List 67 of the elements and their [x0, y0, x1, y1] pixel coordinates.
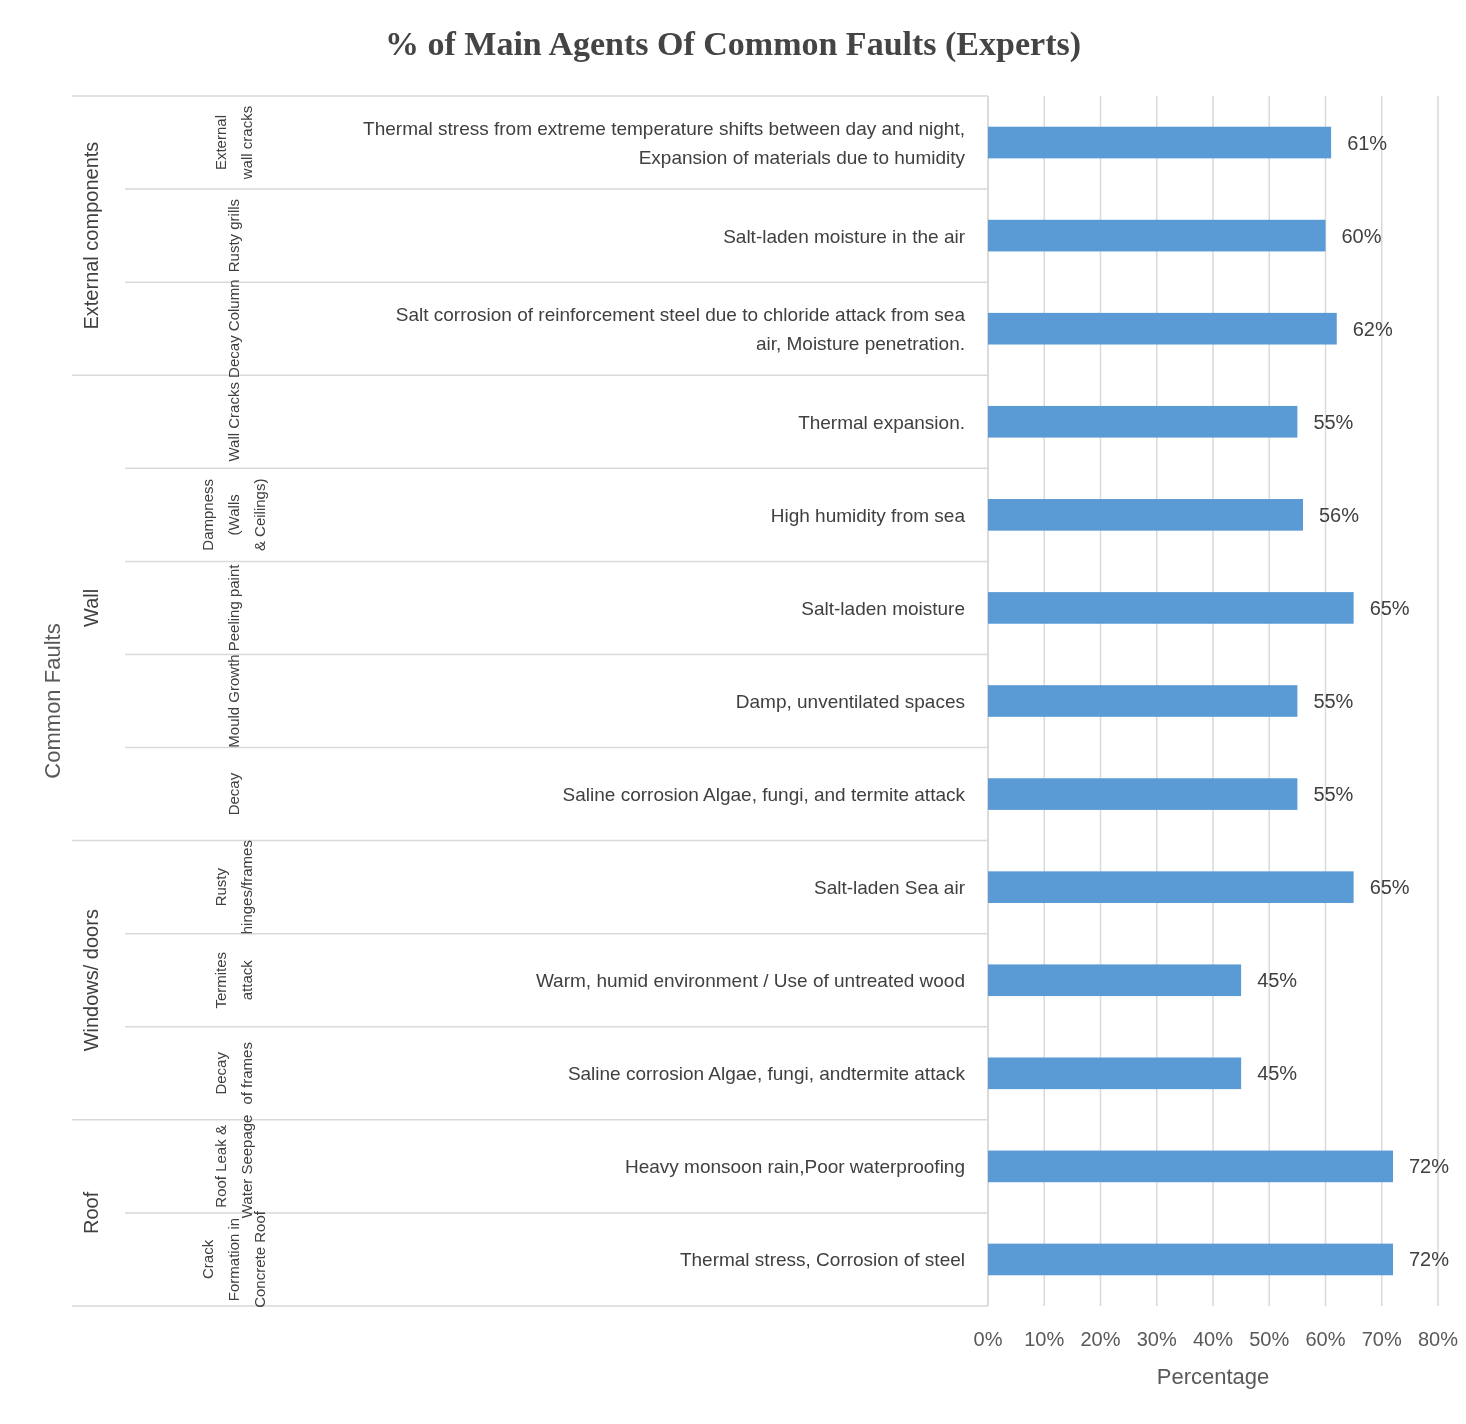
data-label: 56% — [1319, 503, 1360, 526]
data-label: 65% — [1369, 876, 1410, 899]
x-axis-title: Percentage — [1156, 1364, 1270, 1389]
text: Rusty hinges/frames — [212, 840, 255, 935]
text: Decay of frames — [212, 1042, 255, 1105]
y-tick-label: Salt-laden moisture — [801, 597, 965, 619]
y-tick-label: Saline corrosion Algae, fungi, and termite attack — [562, 784, 966, 806]
bar — [988, 499, 1303, 531]
text: Wall — [80, 588, 102, 627]
y-tick-label: Heavy monsoon rain,Poor waterproofing — [624, 1156, 965, 1178]
text: External components — [80, 141, 102, 330]
data-label: 60% — [1341, 224, 1382, 247]
bar — [988, 126, 1332, 159]
x-tick-label: 70% — [1361, 1328, 1402, 1350]
y-tick-label: High humidity from sea — [770, 504, 966, 526]
text: Mould Growth — [225, 654, 242, 748]
x-tick-label: 80% — [1417, 1328, 1459, 1350]
bar — [988, 312, 1337, 345]
y-tick-label: Salt-laden moisture in the air — [723, 225, 966, 247]
y-tick-label: Warm, humid environment / Use of untreated wood — [535, 970, 965, 992]
bar — [988, 219, 1326, 252]
y-tick-label: Salt corrosion of reinforcement steel due to chloride attack from sea air, Moisture penetration. — [395, 304, 966, 355]
data-label: 72% — [1409, 1248, 1450, 1271]
y-tick-label: Damp, unventilated spaces — [735, 691, 965, 712]
y-tick-label: Thermal stress from extreme temperature shifts between day and night, Expansion of materials due to humidity — [363, 118, 966, 169]
text: Peeling paint — [225, 563, 242, 652]
x-tick-label: 0% — [973, 1328, 1003, 1350]
y-tick-label: Thermal expansion. — [798, 411, 965, 433]
bar — [988, 592, 1354, 624]
text: Roof Leak & Water Seepage — [212, 1114, 255, 1219]
bar — [988, 1150, 1393, 1183]
text: Dampness (Walls & Ceilings) — [199, 478, 268, 552]
text: Roof — [80, 1191, 102, 1235]
bar — [988, 405, 1298, 438]
data-label: 55% — [1313, 690, 1354, 712]
text: Windows/ doors — [80, 909, 102, 1052]
bar — [988, 1243, 1393, 1276]
text: Decay Column — [225, 279, 242, 378]
y-tick-label: Thermal stress, Corrosion of steel — [679, 1249, 965, 1271]
x-tick-label: 10% — [1024, 1328, 1065, 1350]
data-label: 65% — [1369, 596, 1410, 619]
data-label: 55% — [1313, 410, 1354, 433]
chart-title: % of Main Agents Of Common Faults (Experts) — [384, 25, 1082, 63]
data-label: 55% — [1313, 783, 1354, 806]
text: Termites attack — [212, 951, 255, 1009]
x-tick-label: 30% — [1136, 1328, 1177, 1350]
data-label: 62% — [1352, 317, 1393, 340]
text: Common Faults — [40, 623, 65, 779]
y-tick-label: Saline corrosion Algae, fungi, andtermite attack — [567, 1063, 966, 1085]
bar — [988, 871, 1354, 903]
text: Decay — [225, 772, 242, 816]
bar — [988, 778, 1298, 810]
bar — [988, 964, 1242, 997]
data-label: 72% — [1409, 1155, 1450, 1178]
text: Wall Cracks — [225, 382, 242, 462]
x-tick-label: 50% — [1249, 1328, 1290, 1350]
x-tick-label: 40% — [1192, 1328, 1234, 1350]
x-tick-label: 60% — [1305, 1328, 1346, 1350]
x-tick-label: 20% — [1080, 1328, 1121, 1350]
data-label: 45% — [1257, 969, 1298, 992]
text: External wall cracks — [212, 105, 255, 181]
text: Rusty grills — [225, 198, 242, 273]
bar — [988, 1057, 1242, 1090]
bar — [988, 685, 1298, 717]
data-label: 61% — [1347, 131, 1388, 154]
y-tick-label: Salt-laden Sea air — [813, 877, 966, 899]
data-label: 45% — [1257, 1062, 1298, 1085]
